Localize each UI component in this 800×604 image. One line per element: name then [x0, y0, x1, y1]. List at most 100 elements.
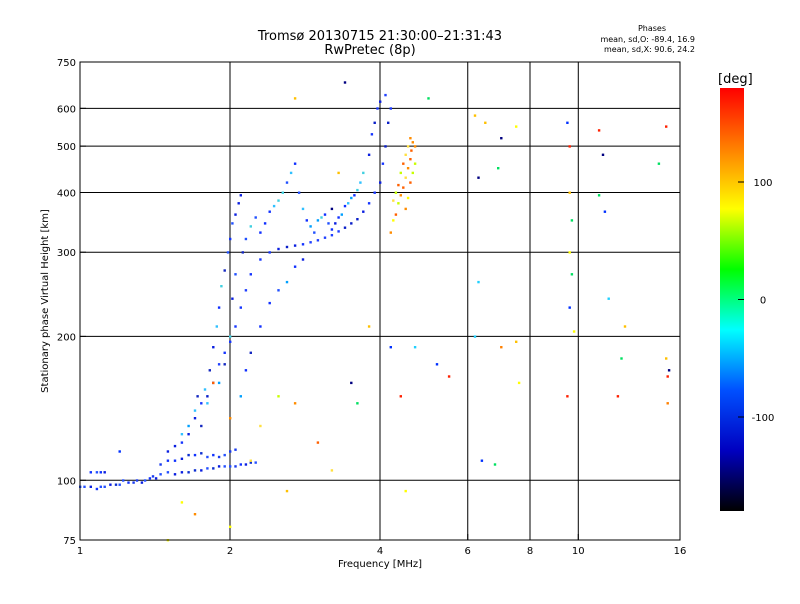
data-point [95, 471, 99, 474]
data-point [570, 273, 574, 276]
data-point [285, 280, 289, 284]
data-point [394, 191, 398, 194]
data-point [477, 176, 480, 179]
data-point [237, 202, 240, 205]
data-point [343, 226, 347, 229]
data-point [122, 479, 125, 482]
data-point [249, 351, 252, 354]
data-point [223, 363, 226, 366]
x-tick-label: 6 [465, 546, 471, 557]
data-point [305, 219, 308, 222]
data-point [223, 453, 226, 457]
data-point [330, 228, 334, 231]
y-tick-label: 600 [57, 104, 76, 115]
x-tick-label: 16 [674, 546, 687, 557]
data-point [180, 457, 184, 460]
data-point [254, 216, 257, 219]
data-point [320, 216, 323, 219]
data-point [206, 455, 209, 459]
y-tick-label: 300 [57, 248, 76, 259]
data-point [208, 369, 211, 372]
data-point [206, 395, 209, 398]
data-point [480, 459, 484, 462]
data-point [404, 207, 407, 211]
data-point [397, 183, 400, 187]
data-point [277, 247, 280, 251]
data-point [109, 483, 112, 486]
data-point [356, 188, 359, 192]
data-point [212, 453, 215, 457]
data-point [620, 357, 623, 360]
data-point [484, 121, 487, 124]
data-point [379, 100, 382, 103]
data-point [229, 335, 232, 338]
data-point [500, 346, 503, 349]
data-point [316, 239, 320, 242]
data-point [154, 477, 158, 480]
x-tick-label: 1 [77, 546, 83, 557]
legend-heading: Phases [638, 24, 666, 33]
data-point [413, 145, 417, 148]
data-point [249, 461, 252, 464]
data-point [293, 162, 297, 165]
x-tick-label: 8 [527, 546, 533, 557]
data-point [597, 194, 601, 197]
data-point [515, 340, 518, 343]
data-point [323, 213, 327, 216]
data-point [239, 463, 242, 466]
data-point [200, 424, 203, 428]
data-point [603, 210, 607, 213]
data-point [359, 181, 362, 184]
data-point [220, 285, 223, 288]
x-axis-ticks: 1 2 4 6 8 10 16 [77, 534, 687, 557]
data-point [132, 481, 135, 484]
data-point [353, 194, 356, 197]
data-point [217, 363, 221, 366]
data-point [231, 297, 234, 300]
data-point [200, 452, 203, 455]
data-point [212, 346, 215, 349]
data-point [370, 133, 374, 136]
data-point [404, 489, 407, 493]
data-point [223, 465, 226, 468]
data-point [95, 487, 99, 491]
data-point [180, 501, 184, 504]
grid [80, 62, 680, 540]
data-points [79, 81, 671, 542]
data-point [118, 450, 121, 453]
data-point [381, 162, 385, 165]
y-axis-label: Stationary phase Virtual Height [km] [40, 209, 51, 393]
data-point [226, 251, 230, 254]
data-point [404, 153, 407, 156]
data-point [367, 325, 371, 328]
data-point [517, 381, 521, 385]
data-point [180, 471, 184, 474]
data-point [568, 191, 571, 194]
data-point [293, 244, 297, 247]
data-point [293, 402, 297, 405]
data-point [212, 381, 215, 385]
data-point [268, 251, 271, 254]
data-point [330, 207, 334, 211]
data-point [356, 402, 359, 405]
data-point [367, 153, 371, 156]
data-point [281, 191, 284, 194]
y-tick-label: 400 [57, 188, 76, 199]
data-point [568, 251, 571, 254]
y-tick-label: 750 [57, 58, 76, 69]
data-point [231, 222, 234, 225]
data-point [217, 381, 221, 385]
data-point [244, 463, 248, 466]
data-point [477, 280, 480, 284]
data-point [327, 222, 330, 225]
data-point [89, 471, 92, 474]
data-point [323, 236, 327, 239]
data-point [263, 222, 267, 225]
data-point [362, 171, 365, 175]
data-point [173, 444, 177, 448]
data-point [389, 107, 392, 110]
data-point [187, 424, 190, 428]
data-point [173, 459, 177, 462]
data-point [406, 196, 410, 200]
